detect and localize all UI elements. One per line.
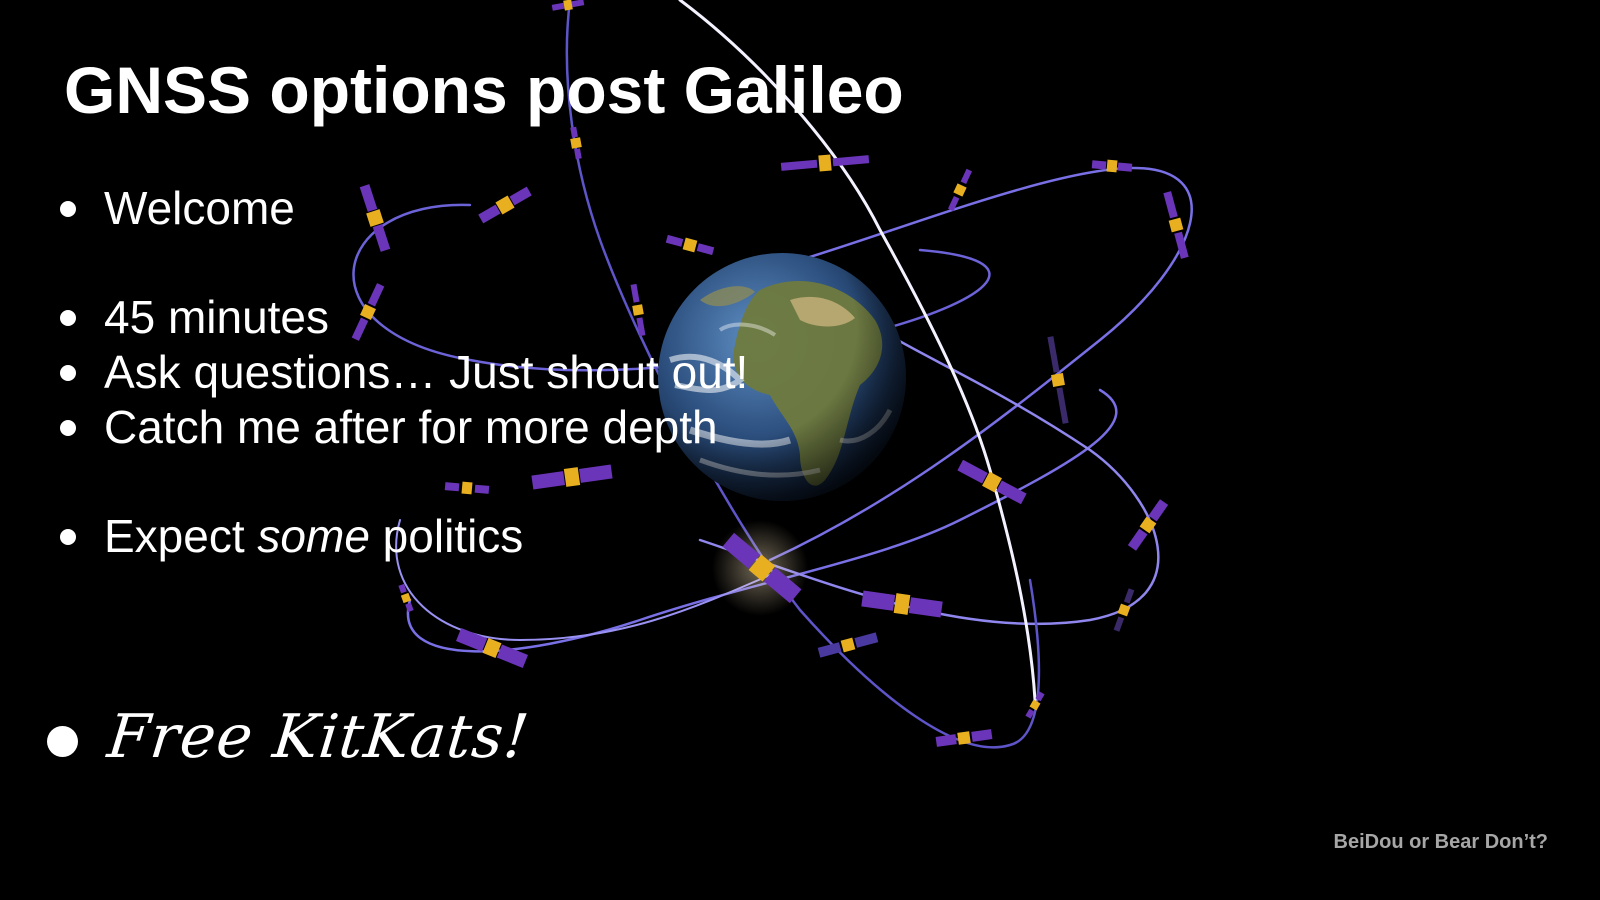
satellite (665, 234, 715, 256)
satellite (935, 729, 993, 747)
satellite (1025, 691, 1045, 719)
satellite (478, 186, 532, 224)
satellite (1113, 588, 1135, 632)
satellite (817, 632, 879, 658)
large-bullet-dot (47, 726, 78, 757)
satellite (551, 0, 585, 11)
orbit-ring-left (352, 203, 991, 372)
satellite (398, 583, 414, 613)
bullet-text: 45 minutes (104, 291, 330, 343)
satellite (531, 464, 613, 490)
slide-title: GNSS options post Galileo (64, 53, 904, 127)
orbit-ring-outer-left (395, 519, 771, 642)
orbit-ring-bright (678, 0, 1037, 702)
satellite (1127, 499, 1169, 551)
satellite (947, 168, 973, 212)
satellite (780, 154, 870, 172)
satellite (1163, 191, 1189, 259)
satellite (359, 184, 391, 252)
satellite (630, 283, 646, 337)
bullet-text: Catch me after for more depth (104, 401, 718, 453)
bullet-text-end: politics (369, 510, 524, 562)
handwritten-bullet-text: Free KitKats! (104, 702, 533, 772)
satellite (351, 283, 385, 341)
satellite (957, 459, 1027, 505)
orbit-ring-right (768, 166, 1193, 562)
satellite (1091, 159, 1133, 173)
bullet-dot (60, 529, 76, 545)
bullet-emphasis: some (257, 510, 370, 562)
bullet-text: Ask questions… Just shout out! (104, 346, 749, 398)
satellite (861, 590, 943, 618)
bullet-text: Welcome (104, 182, 295, 234)
satellite (570, 126, 582, 160)
bullet-dot (60, 310, 76, 326)
bullet-text-start: Expect (104, 510, 258, 562)
satellite (1047, 336, 1069, 424)
bullet-dot (60, 365, 76, 381)
bullet-dot (60, 420, 76, 436)
satellite (455, 628, 529, 668)
bullet-text: Expect some politics (104, 508, 523, 564)
slide-footer: BeiDou or Bear Don’t? (1333, 831, 1548, 853)
bullet-dot (60, 201, 76, 217)
satellite (722, 532, 802, 604)
earth-globe (658, 253, 906, 501)
satellite (444, 481, 490, 495)
